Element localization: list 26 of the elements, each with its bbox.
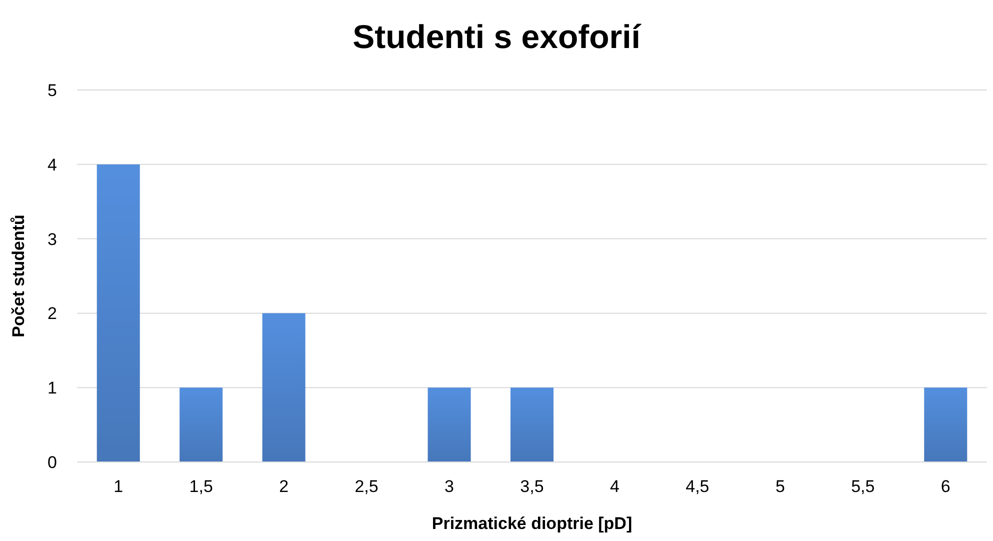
x-tick-label: 4 bbox=[610, 477, 620, 496]
y-axis-title: Počet studentů bbox=[9, 214, 28, 338]
x-tick-label: 1 bbox=[114, 477, 124, 496]
x-tick-label: 5 bbox=[775, 477, 785, 496]
x-tick-label: 2,5 bbox=[354, 477, 378, 496]
y-tick-label: 2 bbox=[48, 304, 57, 324]
chart-title: Studenti s exoforií bbox=[352, 18, 642, 55]
x-tick-label: 2 bbox=[279, 477, 289, 496]
bar bbox=[262, 313, 306, 462]
bar bbox=[96, 164, 140, 462]
bar bbox=[180, 388, 223, 462]
y-tick-label: 0 bbox=[48, 452, 57, 472]
y-tick-label: 5 bbox=[48, 80, 57, 100]
x-tick-label: 4,5 bbox=[686, 477, 710, 496]
x-tick-label: 1,5 bbox=[189, 477, 213, 496]
bar bbox=[510, 388, 554, 462]
x-tick-label: 6 bbox=[940, 477, 950, 496]
x-tick-label: 3 bbox=[444, 477, 454, 496]
bar bbox=[428, 388, 471, 462]
bar bbox=[924, 388, 968, 462]
x-axis-title: Prizmatické dioptrie [pD] bbox=[432, 514, 632, 533]
y-tick-label: 4 bbox=[48, 155, 57, 174]
y-tick-label: 3 bbox=[48, 230, 57, 249]
x-tick-label: 5,5 bbox=[851, 477, 875, 496]
y-tick-label: 1 bbox=[48, 378, 57, 398]
x-tick-label: 3,5 bbox=[520, 477, 544, 496]
